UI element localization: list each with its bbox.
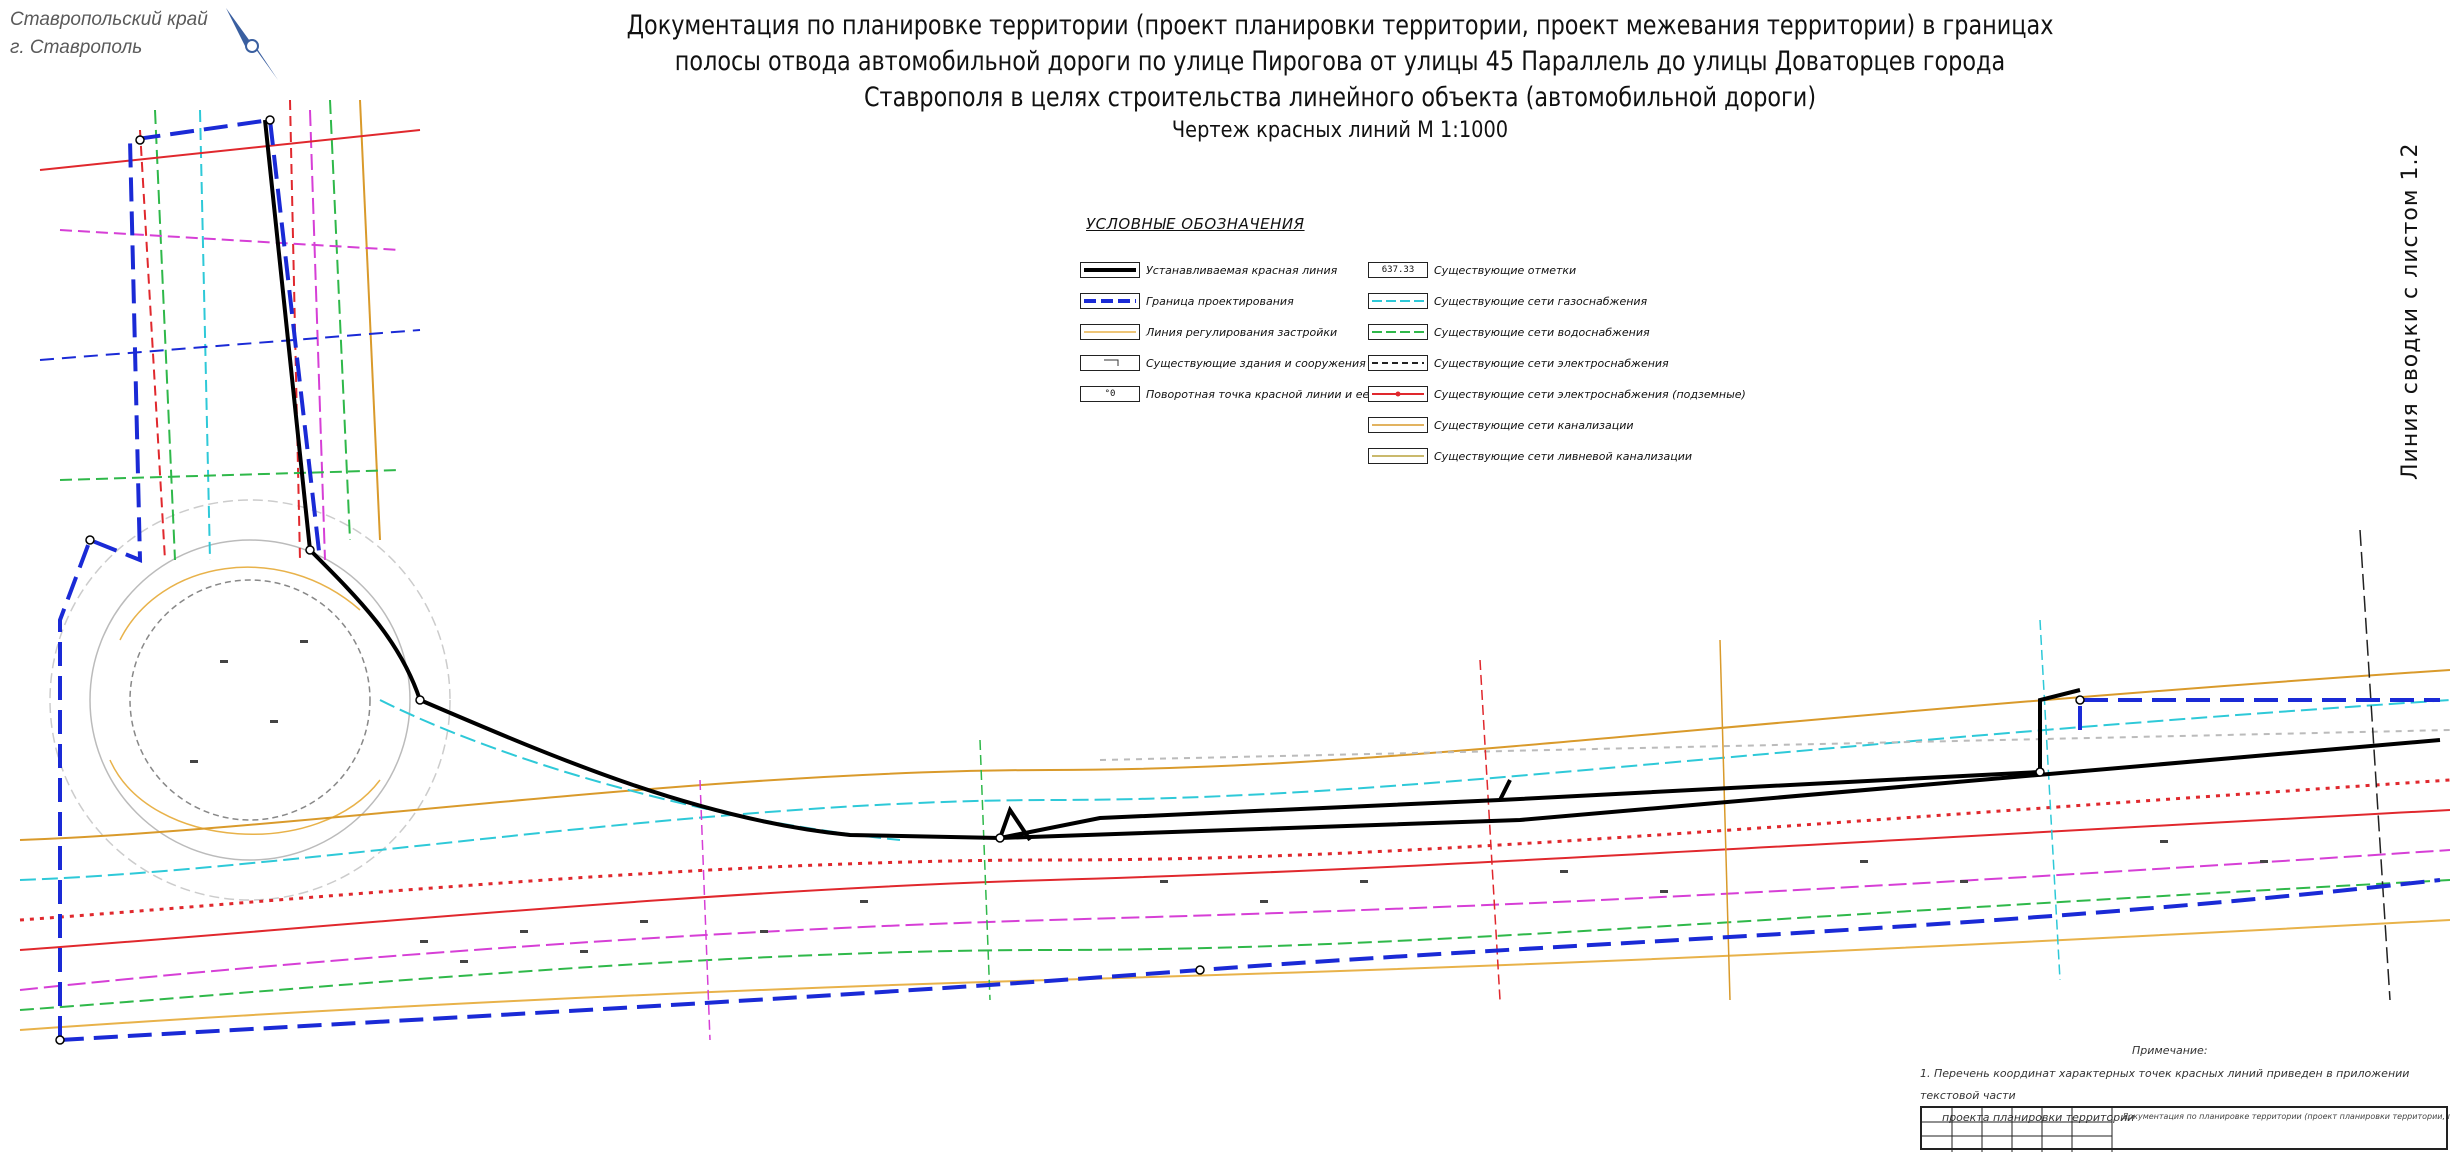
title-line-1: Документация по планировке территории (п…: [626, 10, 2054, 41]
legend-swatch: °0: [1080, 386, 1140, 402]
match-line-label: Линия сводки с листом 1.2: [2398, 142, 2423, 480]
legend-label: Поворотная точка красной линии и ее номе…: [1146, 387, 1409, 401]
street-utilities: [19, 669, 2450, 1031]
region-line-1: Ставропольский край: [10, 9, 208, 30]
legend-swatch: [1368, 355, 1428, 371]
title-line-2: полосы отвода автомобильной дороги по ул…: [674, 46, 2006, 77]
roundabout: [49, 499, 451, 901]
legend-label: Существующие сети канализации: [1434, 418, 1634, 432]
legend-label: Существующие сети ливневой канализации: [1434, 449, 1693, 463]
north-corridor: [39, 99, 421, 561]
stamp-grid: [1922, 1108, 2113, 1152]
stamp-text: Документация по планировке территории (п…: [2122, 1112, 2450, 1121]
notes-line-1: 1. Перечень координат характерных точек …: [1920, 1067, 2410, 1102]
legend-swatch: [1368, 448, 1428, 464]
legend-item-water: Существующие сети водоснабжения: [1368, 322, 1650, 342]
spot-elevations: [190, 640, 2268, 963]
legend: УСЛОВНЫЕ ОБОЗНАЧЕНИЯ Устанавливаемая кра…: [1080, 215, 1746, 475]
legend-item-power-underground: Существующие сети электроснабжения (подз…: [1368, 384, 1746, 404]
drawing-subtitle: Чертеж красных линий М 1:1000: [1171, 118, 1509, 143]
legend-label: Существующие сети водоснабжения: [1434, 325, 1650, 339]
legend-swatch: [1080, 355, 1140, 371]
cross-lines: [699, 529, 2391, 1041]
legend-item-turning-point: °0 Поворотная точка красной линии и ее н…: [1080, 384, 1409, 404]
north-arrow-icon: [226, 8, 278, 80]
legend-label: Существующие сети газоснабжения: [1434, 294, 1648, 308]
legend-item-red-line: Устанавливаемая красная линия: [1080, 260, 1337, 280]
drawing-title: Документация по планировке территории (п…: [586, 8, 2095, 116]
legend-item-power: Существующие сети электроснабжения: [1368, 353, 1669, 373]
legend-label: Существующие сети электроснабжения (подз…: [1434, 387, 1746, 401]
notes-line-2: проекта планировки территории: [1942, 1111, 2135, 1124]
turning-points: [55, 115, 2085, 1045]
legend-swatch: [1368, 417, 1428, 433]
legend-swatch-text: 637.33: [1381, 265, 1415, 275]
legend-swatch-text: °0: [1104, 389, 1116, 399]
legend-swatch: [1368, 293, 1428, 309]
legend-swatch: [1368, 324, 1428, 340]
legend-swatch: [1080, 324, 1140, 340]
legend-title: УСЛОВНЫЕ ОБОЗНАЧЕНИЯ: [1086, 215, 1305, 233]
red-line: [263, 119, 2441, 842]
legend-item-building-line: Линия регулирования застройки: [1080, 322, 1337, 342]
legend-swatch: 637.33: [1368, 262, 1428, 278]
notes-heading: Примечание:: [2132, 1044, 2208, 1057]
legend-item-buildings: Существующие здания и сооружения: [1080, 353, 1366, 373]
legend-item-sewer: Существующие сети канализации: [1368, 415, 1634, 435]
legend-item-storm-sewer: Существующие сети ливневой канализации: [1368, 446, 1692, 466]
legend-item-gas: Существующие сети газоснабжения: [1368, 291, 1647, 311]
legend-label: Существующие здания и сооружения: [1146, 356, 1366, 370]
legend-swatch: [1368, 386, 1428, 402]
legend-swatch: [1080, 293, 1140, 309]
legend-label: Устанавливаемая красная линия: [1146, 263, 1338, 277]
legend-label: Существующие сети электроснабжения: [1434, 356, 1669, 370]
region-label: Ставропольский край г. Ставрополь: [10, 6, 208, 62]
legend-swatch: [1080, 262, 1140, 278]
title-line-3: Ставрополя в целях строительства линейно…: [863, 82, 1817, 113]
legend-item-boundary: Граница проектирования: [1080, 291, 1294, 311]
title-block-stamp: Документация по планировке территории (п…: [1920, 1106, 2450, 1152]
legend-label: Линия регулирования застройки: [1146, 325, 1338, 339]
notes: Примечание: 1. Перечень координат характ…: [1920, 1044, 2440, 1129]
legend-label: Существующие отметки: [1434, 263, 1577, 277]
legend-item-elevations: 637.33 Существующие отметки: [1368, 260, 1576, 280]
region-line-2: г. Ставрополь: [10, 37, 143, 58]
legend-label: Граница проектирования: [1146, 294, 1294, 308]
